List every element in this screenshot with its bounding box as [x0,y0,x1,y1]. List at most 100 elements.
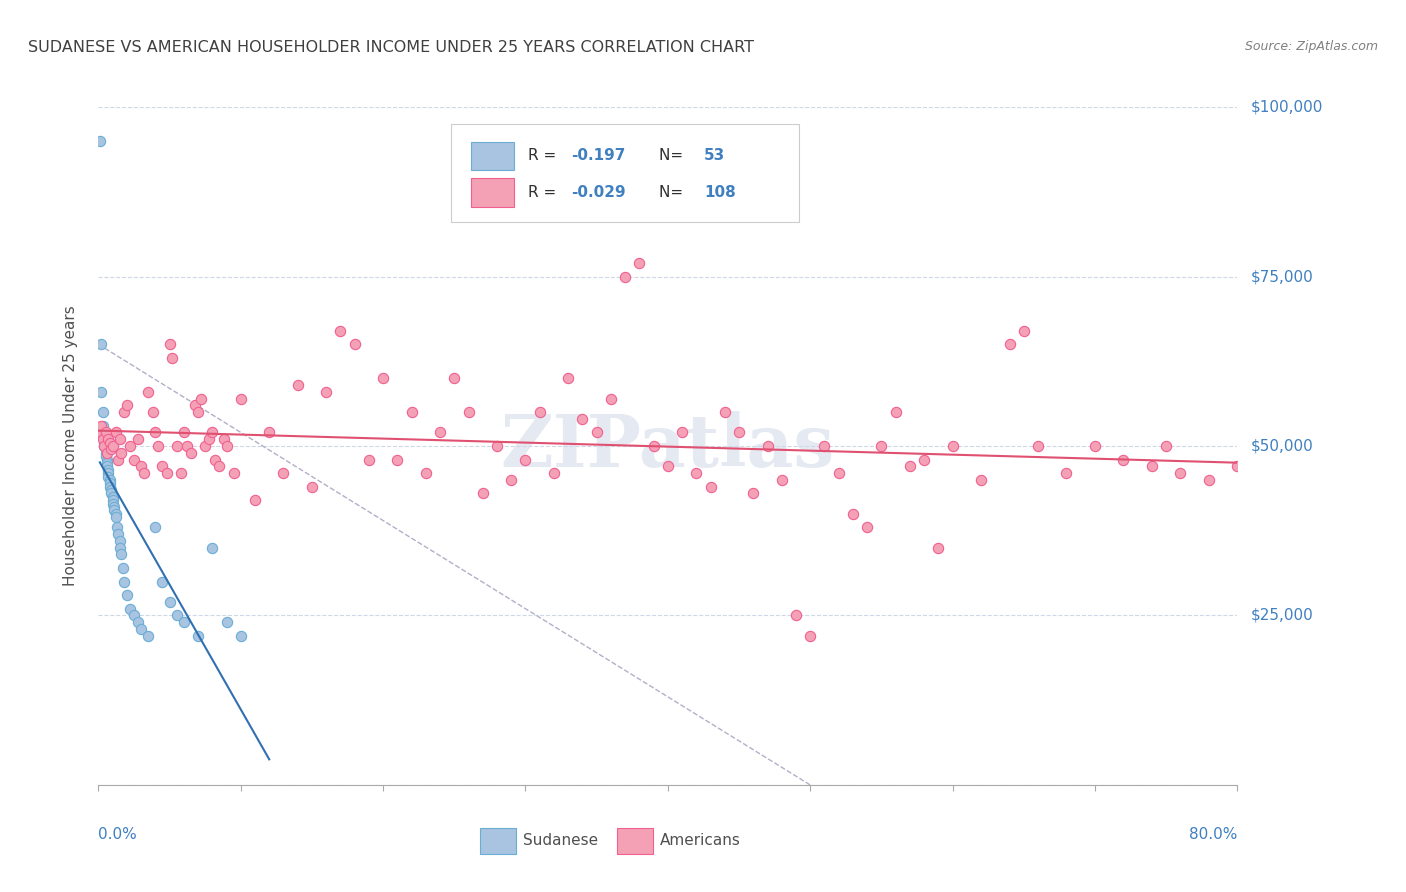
Text: -0.029: -0.029 [571,185,626,200]
Point [215,615,238,630]
Point [101,497,124,511]
Point [756,439,779,453]
Point [90,384,112,399]
Point [105,520,128,534]
Point [486,439,509,453]
Point [100,483,122,497]
Point [103,500,125,514]
Point [96,446,118,460]
Point [201,425,224,440]
Text: 0.0%: 0.0% [98,827,138,842]
Text: Americans: Americans [659,833,741,848]
Point [97,469,120,483]
Text: -0.197: -0.197 [571,148,626,163]
Point [108,432,131,446]
Text: R =: R = [527,148,561,163]
Point [243,493,266,508]
Text: N=: N= [659,148,688,163]
Point [148,439,170,453]
Point [1012,324,1035,338]
FancyBboxPatch shape [479,829,516,855]
Point [543,466,565,480]
Point [90,337,112,351]
Point [93,439,115,453]
Point [110,446,132,460]
Point [315,384,337,399]
Point [273,466,295,480]
Point [170,466,193,480]
Point [785,608,807,623]
Point [152,574,174,589]
Text: $50,000: $50,000 [1251,439,1315,453]
Point [96,456,118,470]
Point [204,452,226,467]
Point [912,452,935,467]
Point [1170,466,1192,480]
Point [93,439,115,453]
FancyBboxPatch shape [451,124,799,222]
Point [1226,459,1249,474]
Point [401,405,423,419]
Point [101,490,124,504]
Text: Sudanese: Sudanese [523,833,599,848]
Point [387,452,409,467]
Point [159,337,181,351]
Point [136,384,159,399]
Point [329,324,352,338]
Point [93,432,115,446]
Point [201,541,224,555]
Point [91,418,114,433]
Point [108,533,131,548]
Point [770,473,793,487]
Text: $100,000: $100,000 [1251,100,1323,114]
Point [127,432,149,446]
FancyBboxPatch shape [471,178,515,207]
Point [152,459,174,474]
Point [100,442,122,457]
Point [91,405,114,419]
Point [457,405,479,419]
Point [104,510,127,524]
Point [97,463,120,477]
Text: 108: 108 [704,185,737,200]
Point [184,398,207,412]
Point [98,473,121,487]
Point [104,425,127,440]
Y-axis label: Householder Income Under 25 years: Householder Income Under 25 years [63,306,77,586]
Point [208,459,231,474]
Point [222,466,245,480]
Point [585,425,607,440]
Point [1198,473,1220,487]
Point [100,486,122,500]
Text: $25,000: $25,000 [1251,608,1315,623]
Point [98,476,121,491]
Point [94,446,117,460]
Point [1154,439,1177,453]
FancyBboxPatch shape [617,829,652,855]
Point [443,371,465,385]
Point [111,561,134,575]
Point [93,435,115,450]
Point [515,452,537,467]
Point [127,615,149,630]
Point [101,493,124,508]
Point [600,392,623,406]
Text: 80.0%: 80.0% [1189,827,1237,842]
Point [141,405,163,419]
Point [118,439,141,453]
Point [813,439,835,453]
Point [884,405,907,419]
Point [98,480,121,494]
Point [657,459,679,474]
Point [173,425,195,440]
Text: Source: ZipAtlas.com: Source: ZipAtlas.com [1244,40,1378,54]
Point [742,486,765,500]
Point [529,405,551,419]
Point [287,378,309,392]
Point [212,432,235,446]
Point [107,452,129,467]
Point [101,439,124,453]
Point [229,629,252,643]
Point [112,574,135,589]
Text: $75,000: $75,000 [1251,269,1315,284]
